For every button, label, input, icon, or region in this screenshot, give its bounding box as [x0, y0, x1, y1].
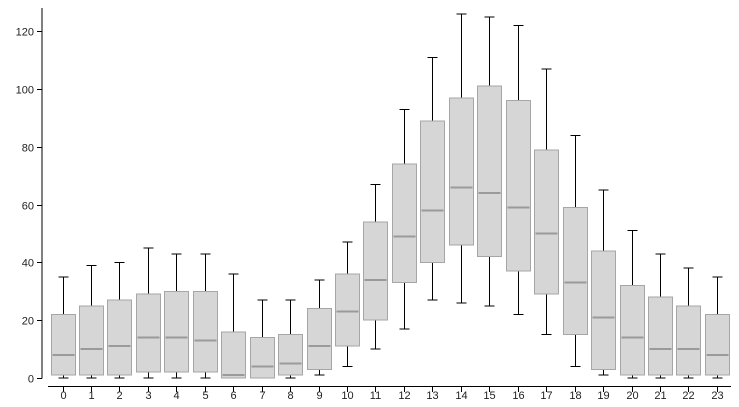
- y-tick-label: 0: [28, 374, 34, 386]
- box: [250, 337, 275, 379]
- box-group: [420, 56, 445, 301]
- x-tick-label: 22: [682, 390, 694, 402]
- x-tick-label: 23: [711, 390, 723, 402]
- box: [164, 290, 189, 373]
- box-group: [392, 108, 417, 330]
- box-group: [449, 13, 474, 304]
- box-group: [221, 273, 246, 379]
- x-tick-label: 10: [341, 390, 353, 402]
- box-group: [705, 276, 730, 379]
- x-tick-label: 8: [287, 390, 293, 402]
- box: [51, 313, 76, 376]
- box: [563, 207, 588, 336]
- box: [705, 313, 730, 376]
- x-tick-label: 15: [483, 390, 495, 402]
- box: [307, 308, 332, 370]
- box-series: [51, 13, 730, 379]
- box: [420, 120, 445, 263]
- box-group: [591, 189, 616, 376]
- box: [534, 149, 559, 295]
- x-tick-label: 21: [654, 390, 666, 402]
- box: [620, 285, 645, 376]
- box: [335, 273, 360, 347]
- y-tick-label: 80: [22, 143, 34, 155]
- x-tick-label: 7: [259, 390, 265, 402]
- box-group: [676, 267, 701, 379]
- box: [363, 221, 388, 321]
- box: [477, 85, 502, 258]
- box-group: [107, 261, 132, 379]
- box: [392, 163, 417, 284]
- x-tick-label: 5: [202, 390, 208, 402]
- x-tick-label: 12: [398, 390, 410, 402]
- box-group: [136, 247, 161, 379]
- x-tick-label: 16: [512, 390, 524, 402]
- x-tick-label: 1: [88, 390, 94, 402]
- y-tick-label: 120: [16, 27, 34, 39]
- x-tick-label: 20: [626, 390, 638, 402]
- y-tick-label: 40: [22, 258, 34, 270]
- box: [107, 299, 132, 376]
- box: [79, 305, 104, 376]
- box-group: [51, 276, 76, 379]
- x-tick-label: 0: [60, 390, 66, 402]
- y-tick-label: 100: [16, 85, 34, 97]
- box-group: [335, 241, 360, 367]
- x-tick-label: 3: [145, 390, 151, 402]
- box-group: [534, 68, 559, 336]
- box: [136, 293, 161, 373]
- x-tick-label: 4: [173, 390, 179, 402]
- x-tick-label: 14: [455, 390, 467, 402]
- x-axis: 0 1 2 3 4 5 6 7 8 9 10 11 12 13 14 15 16 17 18 19 20 21 22 23: [48, 386, 731, 402]
- x-tick-label: 19: [597, 390, 609, 402]
- box: [676, 305, 701, 376]
- box-group: [620, 230, 645, 379]
- x-tick-label: 6: [230, 390, 236, 402]
- box-group: [164, 253, 189, 379]
- x-tick-label: 9: [316, 390, 322, 402]
- x-tick-label: 17: [540, 390, 552, 402]
- box: [221, 331, 246, 379]
- box: [591, 250, 616, 370]
- box-group: [477, 16, 502, 307]
- box-group: [278, 299, 303, 379]
- box-group: [307, 279, 332, 376]
- box: [278, 334, 303, 376]
- box-group: [648, 253, 673, 379]
- x-tick-label: 18: [569, 390, 581, 402]
- box-group: [193, 253, 218, 379]
- box-group: [79, 264, 104, 379]
- y-tick-label: 60: [22, 201, 34, 213]
- y-axis: 0 20 40 60 80 100 120: [16, 8, 43, 386]
- box-group: [250, 299, 275, 379]
- y-tick-label: 20: [22, 316, 34, 328]
- box-group: [563, 134, 588, 367]
- x-tick-label: 2: [116, 390, 122, 402]
- box: [449, 97, 474, 246]
- x-tick-label: 11: [370, 390, 381, 402]
- box-group: [506, 25, 531, 315]
- x-tick-label: 13: [426, 390, 438, 402]
- box: [193, 290, 218, 373]
- box: [648, 296, 673, 376]
- box-group: [363, 183, 388, 350]
- box: [506, 100, 531, 272]
